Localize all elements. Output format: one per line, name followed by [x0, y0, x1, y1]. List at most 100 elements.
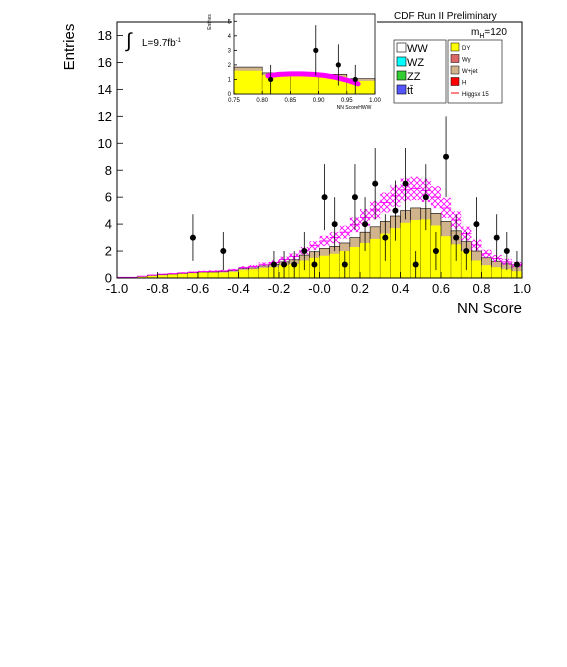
dy-bar — [441, 236, 452, 278]
legend-swatch — [450, 65, 460, 75]
data-point — [313, 47, 319, 53]
y-tick-label: 0 — [105, 271, 112, 286]
data-point — [220, 248, 227, 255]
inset-x-axis-title: NN ScoreHWW — [337, 105, 372, 111]
y-tick-label: 16 — [98, 55, 112, 70]
legend-label: Higgsx 15 — [462, 92, 489, 98]
x-tick-label: -0.0 — [308, 281, 330, 296]
x-tick-label: 0.75 — [228, 98, 240, 104]
dy-bar — [319, 255, 330, 278]
data-point — [503, 248, 510, 255]
legend-label: WZ — [407, 57, 424, 69]
x-tick-label: 0.8 — [472, 281, 490, 296]
dy-bar — [349, 247, 360, 278]
data-point — [270, 261, 277, 268]
inset-plot-axes: 0.75 0.80 0.85 0.90 0.95 1.00 0 1 2 3 4 5 — [228, 19, 382, 104]
y-tick-label: 0 — [228, 92, 232, 98]
x-tick-label: -0.2 — [268, 281, 290, 296]
data-point — [513, 261, 520, 268]
y-tick-label: 6 — [105, 190, 112, 205]
main-plot: -1.0 -0.8 -0.6 -0.4 -0.2 -0.0 0.2 0.4 0.6 0.8 1.00… — [61, 11, 531, 317]
dy-bar — [218, 272, 229, 278]
x-tick-label: 0.80 — [256, 98, 268, 104]
dy-bar — [390, 228, 401, 278]
y-tick-label: 2 — [105, 244, 112, 259]
data-point — [412, 261, 419, 268]
data-point — [493, 234, 500, 241]
dy-bar — [420, 219, 431, 278]
dy-bar — [147, 275, 158, 278]
data-point — [382, 234, 389, 241]
y-tick-label: 12 — [98, 109, 112, 124]
legend-swatch — [450, 42, 460, 52]
x-tick-label: -0.8 — [146, 281, 168, 296]
y-tick-label: 14 — [98, 82, 112, 97]
dy-bar — [177, 273, 188, 278]
dy-bar — [187, 273, 198, 278]
dy-bar — [167, 274, 178, 278]
inset-plot: 0.75 0.80 0.85 0.90 0.95 1.00 0 1 2 3 4 5 Entries N… — [207, 13, 381, 111]
y-tick-label: 1 — [228, 78, 232, 84]
main-plot-marks — [116, 116, 523, 279]
dy-bar — [248, 269, 259, 278]
legend-swatch — [396, 84, 407, 95]
data-point — [453, 234, 460, 241]
y-tick-label: 5 — [228, 19, 232, 25]
mass-subscript: H — [479, 33, 484, 40]
data-point — [311, 261, 318, 268]
dy-bar — [360, 242, 371, 278]
main-plot-axes: -1.0 -0.8 -0.6 -0.4 -0.2 -0.0 0.2 0.4 0.6 0.8 1.00… — [98, 28, 532, 296]
dy-bar — [262, 75, 291, 94]
y-tick-label: 4 — [105, 217, 112, 232]
data-point — [372, 180, 379, 187]
data-point — [362, 221, 369, 228]
data-point — [331, 221, 338, 228]
data-point — [281, 261, 288, 268]
legend-swatch — [396, 70, 407, 81]
legend-swatch — [450, 54, 460, 63]
x-tick-label: 0.6 — [432, 281, 450, 296]
x-axis-title: NN Score — [457, 300, 522, 317]
mass-symbol: m — [471, 27, 479, 38]
x-tick-label: 0.2 — [351, 281, 369, 296]
y-axis-title: Entries — [61, 24, 78, 71]
data-point — [351, 194, 358, 201]
signal-curve — [265, 71, 361, 87]
dy-bar — [157, 275, 168, 278]
dy-bar — [329, 253, 340, 278]
data-point — [321, 194, 328, 201]
dy-bar — [258, 267, 269, 278]
legend-items: WW WZ ZZ tt̄ DY Wγ W+jet H Higgsx 15 — [396, 42, 489, 98]
legend-label: WW — [407, 43, 428, 55]
dy-bar — [471, 260, 482, 278]
x-tick-label: -0.4 — [227, 281, 249, 296]
data-point — [392, 207, 399, 214]
dy-bar — [491, 267, 502, 278]
legend-swatch — [396, 42, 407, 53]
x-tick-label: -1.0 — [106, 281, 128, 296]
x-tick-label: 0.90 — [313, 98, 325, 104]
y-tick-label: 8 — [105, 163, 112, 178]
lumi-superscript: -1 — [176, 38, 182, 44]
x-tick-label: 1.00 — [369, 98, 381, 104]
data-point — [463, 248, 470, 255]
y-tick-label: 4 — [228, 34, 232, 40]
dy-bar — [400, 222, 411, 278]
lumi-text: L=9.7fb-1 — [142, 38, 182, 49]
y-tick-label: 10 — [98, 136, 112, 151]
legend-label: ZZ — [407, 71, 421, 83]
dy-bar — [234, 70, 263, 94]
data-point — [189, 234, 196, 241]
dy-bar — [370, 238, 381, 278]
y-tick-label: 3 — [228, 48, 232, 54]
x-tick-label: 0.4 — [391, 281, 409, 296]
data-point — [473, 221, 480, 228]
data-point — [352, 76, 358, 83]
data-point — [291, 261, 298, 268]
legend-label: W+jet — [462, 69, 478, 75]
data-point — [432, 248, 439, 255]
data-point — [402, 180, 409, 187]
luminosity-label: ∫ L=9.7fb-1 — [125, 30, 182, 52]
dy-bar — [198, 272, 209, 278]
